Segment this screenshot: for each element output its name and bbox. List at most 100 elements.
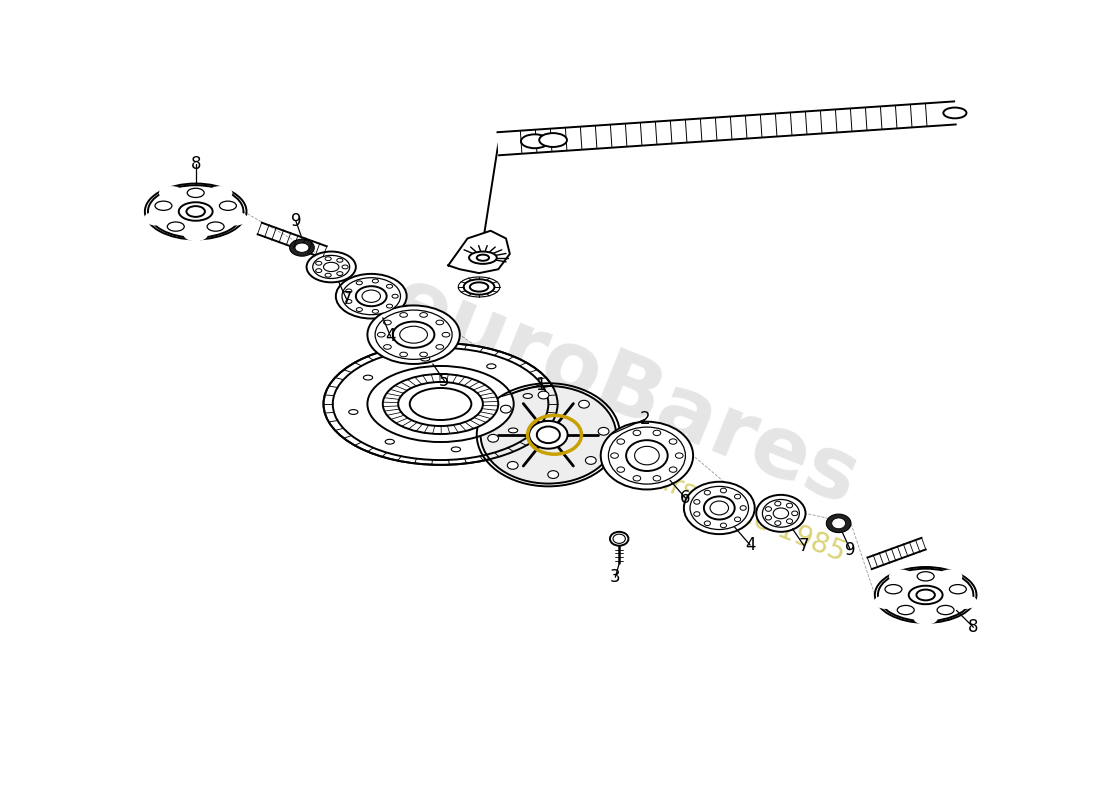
Ellipse shape	[223, 212, 248, 226]
Ellipse shape	[451, 447, 461, 452]
Ellipse shape	[342, 265, 348, 269]
Ellipse shape	[345, 299, 352, 303]
Ellipse shape	[740, 506, 746, 510]
Ellipse shape	[337, 272, 343, 275]
Ellipse shape	[704, 496, 735, 519]
Ellipse shape	[878, 569, 974, 622]
Ellipse shape	[669, 439, 676, 444]
Ellipse shape	[774, 521, 781, 526]
Ellipse shape	[539, 133, 566, 147]
Polygon shape	[497, 102, 956, 155]
Ellipse shape	[608, 427, 685, 484]
Ellipse shape	[886, 585, 902, 594]
Ellipse shape	[295, 243, 309, 252]
Ellipse shape	[610, 453, 618, 458]
Ellipse shape	[704, 521, 711, 526]
Ellipse shape	[653, 430, 661, 435]
Ellipse shape	[720, 523, 726, 528]
Ellipse shape	[363, 375, 373, 380]
Ellipse shape	[178, 202, 212, 221]
Ellipse shape	[398, 382, 483, 426]
Ellipse shape	[949, 585, 966, 594]
Ellipse shape	[342, 278, 400, 314]
Ellipse shape	[399, 326, 428, 343]
Ellipse shape	[324, 257, 331, 261]
Ellipse shape	[349, 410, 358, 414]
Ellipse shape	[144, 212, 168, 226]
Ellipse shape	[323, 262, 339, 271]
Ellipse shape	[635, 446, 659, 465]
Ellipse shape	[367, 306, 460, 364]
Ellipse shape	[367, 366, 514, 442]
Ellipse shape	[184, 227, 208, 242]
Text: 7: 7	[341, 290, 352, 308]
Ellipse shape	[436, 320, 443, 325]
Ellipse shape	[323, 343, 558, 465]
Ellipse shape	[345, 289, 352, 293]
Text: 2: 2	[639, 410, 650, 429]
Text: euroBares: euroBares	[377, 260, 870, 523]
Text: 3: 3	[610, 568, 620, 586]
Ellipse shape	[219, 201, 236, 210]
Ellipse shape	[524, 394, 532, 398]
Ellipse shape	[601, 422, 693, 490]
Ellipse shape	[757, 495, 805, 532]
Text: 6: 6	[680, 489, 691, 507]
Ellipse shape	[873, 595, 899, 609]
Ellipse shape	[735, 494, 740, 499]
Text: 5: 5	[439, 372, 450, 390]
Ellipse shape	[399, 352, 407, 357]
Text: 4: 4	[745, 536, 756, 554]
Ellipse shape	[307, 251, 356, 282]
Ellipse shape	[694, 512, 700, 516]
Ellipse shape	[898, 606, 914, 614]
Ellipse shape	[609, 532, 628, 546]
Text: 4: 4	[385, 327, 396, 346]
Ellipse shape	[916, 590, 935, 600]
Ellipse shape	[735, 517, 740, 522]
Ellipse shape	[937, 606, 954, 614]
Ellipse shape	[420, 313, 428, 318]
Ellipse shape	[786, 503, 793, 508]
Ellipse shape	[690, 486, 748, 530]
Ellipse shape	[774, 502, 781, 506]
Ellipse shape	[383, 374, 498, 434]
Text: 9: 9	[845, 541, 856, 558]
Ellipse shape	[938, 570, 962, 583]
Ellipse shape	[207, 222, 224, 231]
Ellipse shape	[372, 279, 378, 283]
Ellipse shape	[385, 439, 395, 444]
Ellipse shape	[634, 430, 641, 435]
Ellipse shape	[613, 534, 625, 543]
Ellipse shape	[585, 457, 596, 464]
Ellipse shape	[420, 352, 428, 357]
Ellipse shape	[617, 467, 625, 472]
Ellipse shape	[913, 611, 938, 625]
Ellipse shape	[399, 313, 407, 318]
Ellipse shape	[481, 386, 616, 483]
Polygon shape	[449, 230, 510, 273]
Ellipse shape	[826, 514, 851, 533]
Ellipse shape	[464, 279, 495, 294]
Text: 1: 1	[536, 376, 546, 394]
Ellipse shape	[917, 572, 934, 581]
Ellipse shape	[675, 453, 683, 458]
Ellipse shape	[476, 254, 490, 261]
Ellipse shape	[486, 364, 496, 369]
Ellipse shape	[786, 519, 793, 523]
Text: 9: 9	[290, 212, 301, 230]
Ellipse shape	[953, 595, 978, 609]
Text: 7: 7	[799, 537, 810, 554]
Ellipse shape	[944, 107, 967, 118]
Ellipse shape	[538, 391, 549, 399]
Ellipse shape	[336, 274, 407, 318]
Ellipse shape	[766, 515, 771, 520]
Ellipse shape	[669, 467, 676, 472]
Ellipse shape	[720, 488, 726, 493]
Ellipse shape	[766, 506, 771, 511]
Ellipse shape	[393, 322, 434, 348]
Ellipse shape	[684, 482, 755, 534]
Ellipse shape	[711, 501, 728, 515]
Ellipse shape	[377, 332, 385, 337]
Ellipse shape	[773, 508, 789, 518]
